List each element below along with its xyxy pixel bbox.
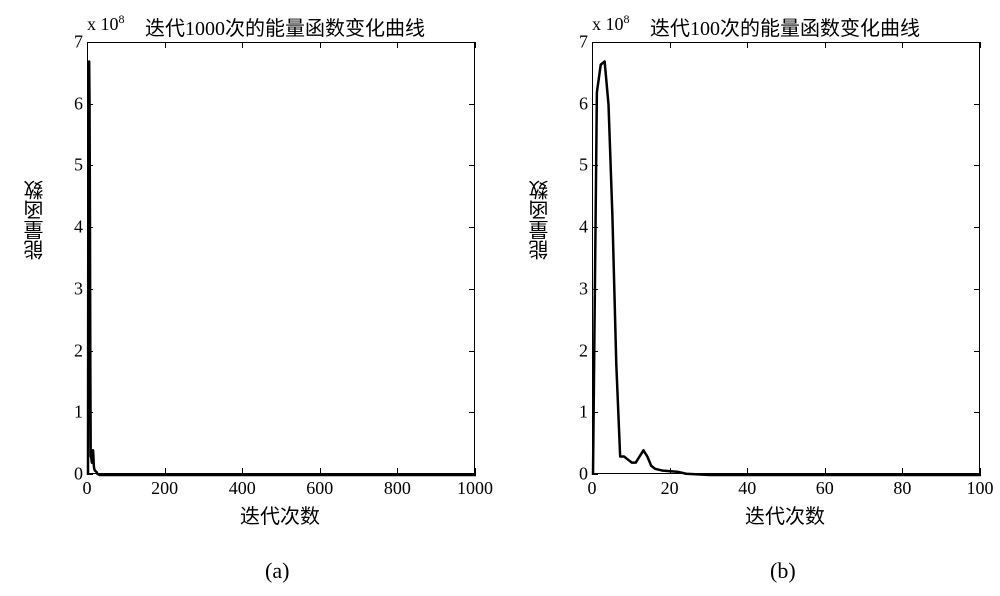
x-tick-label: 100	[967, 478, 994, 499]
panel-b: x 108 迭代100次的能量函数变化曲线 能量函数 迭代次数 (b) 0204…	[520, 10, 990, 550]
x-tick-label: 80	[893, 478, 911, 499]
chart-title-b: 迭代100次的能量函数变化曲线	[650, 12, 920, 41]
y-tick-mark	[974, 227, 980, 228]
y-tick-label: 2	[65, 340, 83, 361]
x-tick-label: 800	[384, 478, 411, 499]
y-tick-mark	[592, 474, 598, 475]
y-tick-label: 0	[65, 464, 83, 485]
y-tick-mark	[87, 42, 93, 43]
plot-area-b	[592, 42, 980, 474]
y-tick-mark	[974, 165, 980, 166]
x-tick-label: 0	[83, 478, 92, 499]
y-tick-mark	[469, 42, 475, 43]
y-tick-label: 6	[65, 93, 83, 114]
data-line	[593, 62, 981, 475]
x-tick-label: 0	[588, 478, 597, 499]
y-tick-mark	[592, 165, 598, 166]
y-tick-mark	[974, 351, 980, 352]
exponent-label-b: x 108	[592, 12, 630, 35]
x-tick-label: 1000	[457, 478, 493, 499]
y-tick-label: 1	[65, 402, 83, 423]
y-tick-mark	[592, 104, 598, 105]
sub-caption-a: (a)	[265, 558, 289, 584]
x-tick-mark	[397, 468, 398, 474]
y-axis-label-a: 能量函数	[21, 180, 50, 260]
y-tick-label: 1	[570, 402, 588, 423]
y-tick-mark	[974, 104, 980, 105]
x-tick-mark	[242, 42, 243, 48]
y-tick-label: 4	[570, 217, 588, 238]
x-tick-label: 60	[816, 478, 834, 499]
plot-area-a	[87, 42, 475, 474]
data-line	[88, 62, 476, 475]
y-tick-label: 2	[570, 340, 588, 361]
x-tick-mark	[825, 468, 826, 474]
x-tick-label: 200	[151, 478, 178, 499]
y-tick-mark	[87, 289, 93, 290]
y-tick-mark	[469, 289, 475, 290]
x-tick-mark	[475, 468, 476, 474]
x-tick-mark	[320, 42, 321, 48]
y-tick-mark	[469, 474, 475, 475]
y-tick-label: 3	[65, 278, 83, 299]
y-tick-mark	[469, 104, 475, 105]
y-tick-label: 5	[65, 155, 83, 176]
exponent-label-a: x 108	[87, 12, 125, 35]
x-tick-label: 40	[738, 478, 756, 499]
y-tick-mark	[87, 412, 93, 413]
y-tick-mark	[469, 227, 475, 228]
y-tick-label: 0	[570, 464, 588, 485]
x-tick-mark	[165, 468, 166, 474]
x-tick-mark	[397, 42, 398, 48]
chart-title-a: 迭代1000次的能量函数变化曲线	[145, 12, 425, 41]
x-axis-label-a: 迭代次数	[240, 500, 320, 529]
y-tick-label: 6	[570, 93, 588, 114]
x-tick-mark	[670, 468, 671, 474]
x-tick-mark	[670, 42, 671, 48]
panel-a: x 108 迭代1000次的能量函数变化曲线 能量函数 迭代次数 (a) 020…	[15, 10, 485, 550]
y-tick-mark	[592, 227, 598, 228]
x-tick-mark	[242, 468, 243, 474]
y-tick-mark	[87, 227, 93, 228]
y-tick-label: 4	[65, 217, 83, 238]
x-tick-label: 20	[661, 478, 679, 499]
x-tick-mark	[320, 468, 321, 474]
y-tick-label: 7	[570, 32, 588, 53]
x-tick-mark	[475, 42, 476, 48]
y-tick-mark	[592, 351, 598, 352]
x-tick-mark	[825, 42, 826, 48]
x-tick-mark	[747, 42, 748, 48]
y-tick-mark	[469, 351, 475, 352]
y-tick-mark	[87, 104, 93, 105]
y-tick-mark	[592, 289, 598, 290]
line-series-b	[593, 43, 981, 475]
y-tick-label: 5	[570, 155, 588, 176]
x-axis-label-b: 迭代次数	[745, 500, 825, 529]
y-tick-label: 7	[65, 32, 83, 53]
x-tick-mark	[165, 42, 166, 48]
y-tick-mark	[592, 412, 598, 413]
x-tick-label: 600	[306, 478, 333, 499]
y-tick-mark	[469, 412, 475, 413]
x-tick-label: 400	[229, 478, 256, 499]
y-tick-mark	[469, 165, 475, 166]
y-tick-mark	[87, 165, 93, 166]
x-tick-mark	[980, 468, 981, 474]
y-tick-mark	[87, 474, 93, 475]
line-series-a	[88, 43, 476, 475]
sub-caption-b: (b)	[770, 558, 796, 584]
x-tick-mark	[747, 468, 748, 474]
y-axis-label-b: 能量函数	[526, 180, 555, 260]
y-tick-mark	[974, 412, 980, 413]
y-tick-mark	[87, 351, 93, 352]
x-tick-mark	[980, 42, 981, 48]
y-tick-mark	[592, 42, 598, 43]
y-tick-mark	[974, 474, 980, 475]
figure: x 108 迭代1000次的能量函数变化曲线 能量函数 迭代次数 (a) 020…	[0, 0, 1000, 596]
y-tick-mark	[974, 42, 980, 43]
x-tick-mark	[902, 42, 903, 48]
y-tick-label: 3	[570, 278, 588, 299]
x-tick-mark	[902, 468, 903, 474]
y-tick-mark	[974, 289, 980, 290]
